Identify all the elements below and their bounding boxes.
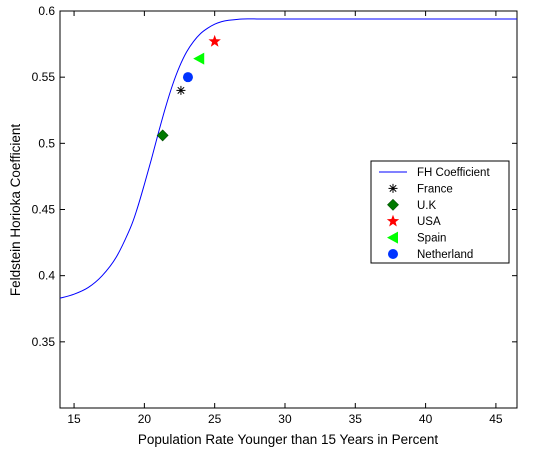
legend-marker	[387, 198, 399, 211]
legend-marker	[387, 231, 398, 244]
curve-layer	[59, 18, 517, 299]
y-tick-label: 0.6	[38, 4, 55, 18]
diamond-shape	[156, 129, 169, 142]
x-tick-label: 35	[349, 412, 363, 426]
circle-shape	[182, 72, 193, 83]
axis-ticks: 15 20 25 30 35 40 45 0.35 0.4 0.45 0.5 0.55 0.6	[32, 4, 517, 426]
point-france	[176, 85, 186, 95]
legend-label-fh-coefficient: FH Coefficient	[417, 167, 490, 179]
point-netherland	[182, 72, 193, 83]
legend-label: USA	[417, 216, 441, 228]
fh-coefficient-line	[59, 18, 517, 299]
point-spain	[193, 52, 205, 65]
point-usa	[208, 34, 221, 47]
star-shape	[208, 34, 221, 47]
x-tick-label: 30	[278, 412, 292, 426]
asterisk-stroke	[177, 86, 185, 94]
x-tick-label: 45	[489, 412, 503, 426]
y-tick-label: 0.55	[32, 70, 56, 84]
diamond-shape	[387, 198, 399, 211]
legend-label: France	[417, 183, 453, 195]
legend-marker	[386, 214, 400, 227]
asterisk-stroke	[389, 184, 397, 192]
x-tick-label: 25	[208, 412, 222, 426]
y-tick-label: 0.35	[32, 335, 56, 349]
legend-label: Spain	[417, 233, 446, 245]
legend: FH Coefficient France U.K USA Spain Netherlan…	[370, 160, 510, 264]
y-tick-label: 0.5	[38, 136, 55, 150]
points-layer	[156, 34, 221, 142]
x-tick-label: 20	[138, 412, 152, 426]
triangle-shape	[193, 52, 205, 65]
circle-shape	[388, 249, 398, 259]
legend-marker	[388, 183, 398, 193]
y-tick-label: 0.4	[38, 269, 55, 283]
x-tick-label: 15	[67, 412, 81, 426]
legend-label: U.K	[417, 200, 437, 212]
y-tick-label: 0.45	[32, 203, 56, 217]
point-u-k	[156, 129, 169, 142]
x-axis-label: Population Rate Younger than 15 Years in…	[138, 432, 438, 447]
legend-label: Netherland	[417, 249, 473, 261]
triangle-shape	[387, 231, 398, 244]
x-tick-label: 40	[419, 412, 433, 426]
legend-marker	[388, 249, 398, 259]
star-shape	[386, 214, 400, 227]
legend-box	[370, 160, 510, 264]
y-axis-label: Feldstein Horioka Coefficient	[8, 124, 23, 297]
